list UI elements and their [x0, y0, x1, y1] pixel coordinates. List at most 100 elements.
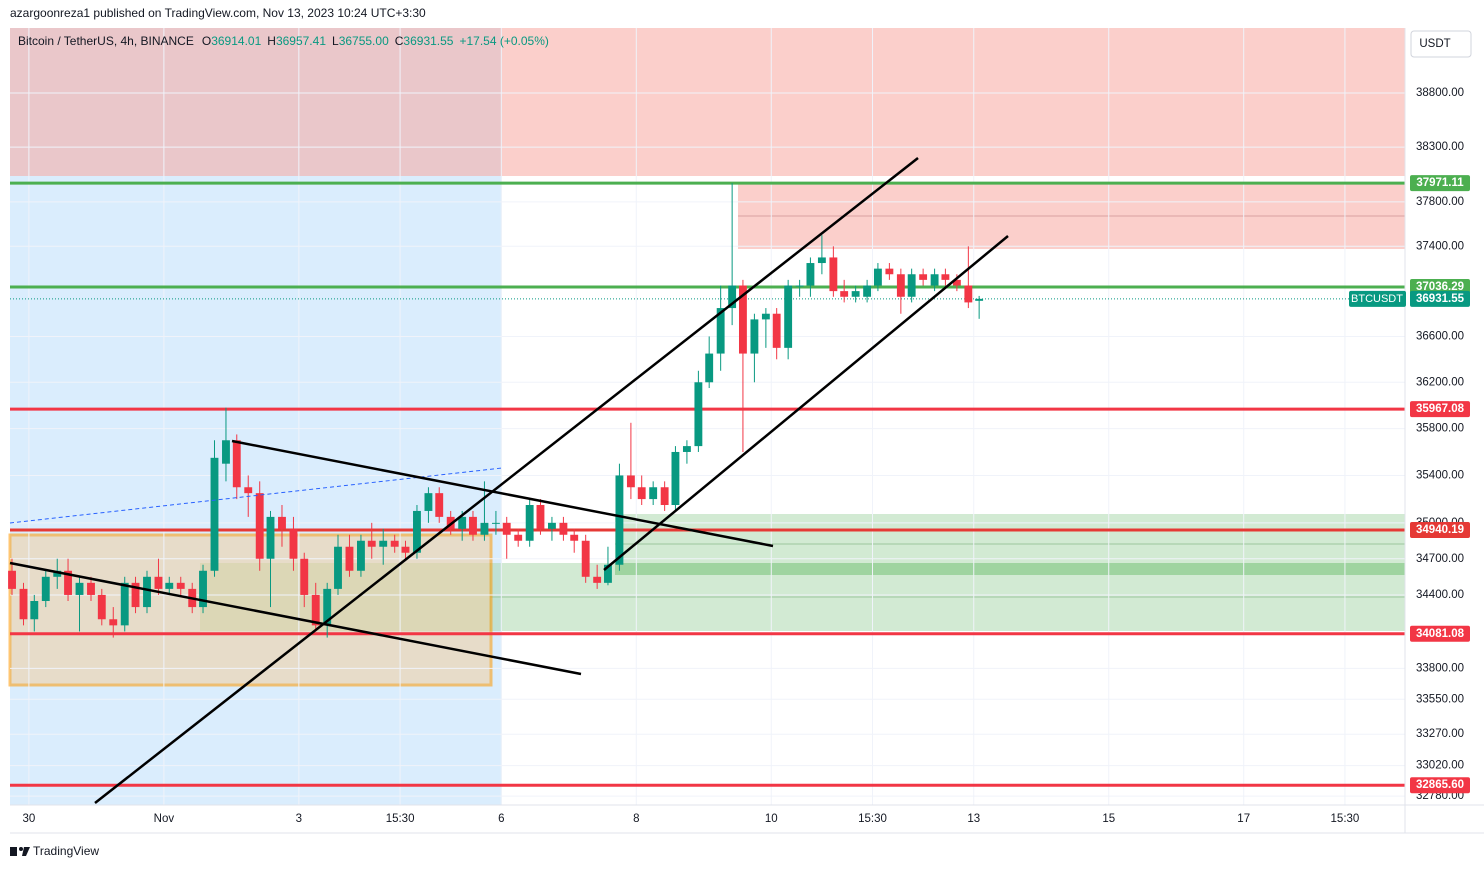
- candle-body: [525, 505, 534, 541]
- level-label: 32865.60: [1416, 779, 1464, 791]
- levels: [10, 181, 1405, 787]
- candle-body: [784, 285, 793, 348]
- red-zone: [10, 28, 1405, 176]
- ohlc-value: 36931.55: [403, 34, 453, 48]
- candle-body: [154, 576, 163, 589]
- channel-line: [94, 157, 919, 804]
- x-tick-label: 17: [1237, 813, 1250, 825]
- candle-body: [637, 487, 646, 500]
- level-tag: [1410, 401, 1470, 418]
- candle-body: [300, 558, 309, 595]
- y-tick-label: 38300.00: [1416, 141, 1464, 153]
- candle-body: [795, 285, 804, 287]
- logo-part: [19, 847, 23, 851]
- level-tag: [1410, 175, 1470, 192]
- candle-body: [255, 493, 264, 559]
- ohlc-key: L: [332, 34, 339, 48]
- x-tick-label: 15: [1102, 813, 1115, 825]
- candle-body: [806, 263, 815, 286]
- candle-body: [176, 582, 185, 589]
- level-tag: [1410, 521, 1470, 538]
- currency-button[interactable]: [1410, 30, 1472, 58]
- candle-body: [896, 274, 905, 297]
- candle-body: [863, 285, 872, 297]
- y-tick-label: 34400.00: [1416, 589, 1464, 601]
- candle-body: [75, 582, 84, 595]
- candle-body: [41, 576, 50, 602]
- drawings-back: [8, 28, 1405, 805]
- axes: 38800.00 38300.00 37800.00 37400.00 36600.00…: [22, 87, 1470, 825]
- candle-body: [165, 582, 174, 589]
- x-tick-label: 15:30: [858, 813, 887, 825]
- x-tick-label: Nov: [154, 813, 175, 825]
- drawings-front: [9, 157, 1009, 804]
- ohlc-key: C: [395, 34, 404, 48]
- x-tick-label: 6: [498, 813, 504, 825]
- ohlc-value: +17.54 (+0.05%): [459, 34, 548, 48]
- candle-body: [53, 570, 62, 577]
- x-tick-label: 13: [967, 813, 980, 825]
- y-tick-label: 33020.00: [1416, 760, 1464, 772]
- y-tick-label: 36600.00: [1416, 330, 1464, 342]
- candle-body: [930, 274, 939, 286]
- candle-body: [649, 487, 658, 500]
- x-tick-label: 15:30: [1331, 813, 1360, 825]
- candle-body: [458, 516, 467, 529]
- level-label: 35967.08: [1416, 403, 1465, 415]
- last-price-tag: [1410, 290, 1470, 307]
- candle-body: [975, 298, 984, 301]
- candle-body: [367, 540, 376, 547]
- level-label: 37036.29: [1416, 281, 1464, 293]
- last-price-name-tag: [1349, 290, 1406, 307]
- y-tick-label: 37800.00: [1416, 196, 1464, 208]
- candle-body: [480, 522, 489, 535]
- candle-body: [705, 353, 714, 383]
- candle-body: [424, 493, 433, 511]
- x-tick-label: 15:30: [386, 813, 415, 825]
- candle-body: [941, 274, 950, 280]
- candle-body: [851, 291, 860, 297]
- candle-body: [469, 516, 477, 535]
- ohlc-value: 36957.41: [276, 34, 326, 48]
- candles: [8, 183, 984, 638]
- candle-body: [232, 440, 241, 488]
- y-tick-label: 38800.00: [1416, 87, 1464, 99]
- candle-body: [761, 313, 770, 320]
- candle-body: [143, 576, 151, 608]
- candle-body: [964, 285, 973, 303]
- y-tick-label: 34700.00: [1416, 553, 1464, 565]
- level-label: 37971.11: [1416, 177, 1464, 189]
- candle-body: [289, 528, 298, 559]
- x-tick-label: 8: [633, 813, 639, 825]
- candle-body: [817, 257, 826, 264]
- candle-body: [491, 522, 500, 524]
- green-zone: [615, 563, 1405, 575]
- candle-body: [671, 451, 680, 506]
- candle-body: [660, 487, 669, 506]
- footer-brand: TradingView: [33, 844, 99, 858]
- candle-body: [829, 257, 838, 292]
- candle-body: [19, 588, 28, 620]
- candle-body: [615, 475, 624, 565]
- y-tick-label: 33270.00: [1416, 728, 1464, 740]
- level-label: 34940.19: [1416, 524, 1464, 536]
- y-tick-label: 35800.00: [1416, 423, 1464, 435]
- trendline: [231, 439, 774, 548]
- candle-body: [581, 540, 590, 577]
- candle-body: [64, 570, 72, 595]
- candle-body: [210, 457, 219, 571]
- published: azargoonreza1 published on TradingView.c…: [10, 6, 426, 20]
- y-tick-label: 33550.00: [1416, 693, 1464, 705]
- grid: [10, 28, 1405, 805]
- candle-body: [413, 510, 421, 553]
- candle-body: [311, 594, 320, 626]
- candle-body: [357, 540, 365, 571]
- candle-body: [278, 516, 286, 529]
- candle-body: [334, 546, 342, 589]
- candle-body: [30, 601, 39, 620]
- candle-body: [266, 516, 275, 559]
- candle-body: [379, 540, 388, 547]
- logo-part: [10, 847, 17, 856]
- x-tick-label: 3: [296, 813, 302, 825]
